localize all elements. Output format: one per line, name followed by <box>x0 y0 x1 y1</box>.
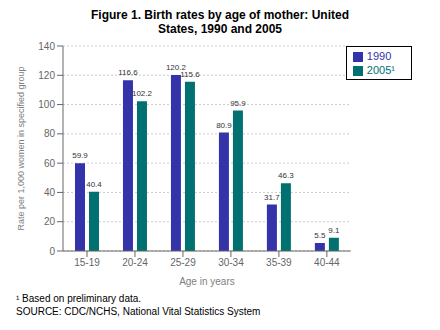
html-text:States, 1990 and 2005: States, 1990 and 2005 <box>158 22 282 36</box>
svg-text:59.9: 59.9 <box>72 151 88 160</box>
svg-text:15-19: 15-19 <box>74 257 100 268</box>
svg-text:0: 0 <box>49 246 55 257</box>
svg-text:80.9: 80.9 <box>216 121 232 130</box>
svg-text:5.5: 5.5 <box>314 231 326 240</box>
html-text:¹ Based on preliminary data.: ¹ Based on preliminary data. <box>16 293 142 304</box>
svg-text:31.7: 31.7 <box>264 193 280 202</box>
svg-text:102.2: 102.2 <box>132 89 153 98</box>
svg-text:40.4: 40.4 <box>86 180 102 189</box>
svg-text:9.1: 9.1 <box>328 226 340 235</box>
svg-text:80: 80 <box>44 128 56 139</box>
svg-text:46.3: 46.3 <box>278 171 294 180</box>
svg-text:25-29: 25-29 <box>170 257 196 268</box>
html-text:SOURCE: CDC/NCHS, National Vit: SOURCE: CDC/NCHS, National Vital Statist… <box>16 306 261 317</box>
svg-text:40: 40 <box>44 187 56 198</box>
svg-text:35-39: 35-39 <box>266 257 292 268</box>
svg-text:Rate per 1,000 women in specif: Rate per 1,000 women in specified group <box>16 66 26 230</box>
svg-text:20-24: 20-24 <box>122 257 148 268</box>
html-text:1990: 1990 <box>366 50 392 62</box>
svg-text:115.6: 115.6 <box>180 70 200 79</box>
svg-text:100: 100 <box>38 99 55 110</box>
html-text:2005¹: 2005¹ <box>366 64 395 76</box>
svg-text:120: 120 <box>38 70 55 81</box>
svg-text:60: 60 <box>44 158 56 169</box>
svg-text:20: 20 <box>44 216 56 227</box>
svg-text:40-44: 40-44 <box>314 257 340 268</box>
svg-text:95.9: 95.9 <box>230 99 246 108</box>
html-text:Figure 1. Birth rates by age o: Figure 1. Birth rates by age of mother: … <box>91 8 349 22</box>
svg-text:116.6: 116.6 <box>118 68 138 77</box>
svg-text:140: 140 <box>38 41 55 52</box>
svg-text:120.2: 120.2 <box>165 63 186 72</box>
svg-text:Age in years: Age in years <box>179 276 235 287</box>
svg-text:30-34: 30-34 <box>218 257 244 268</box>
